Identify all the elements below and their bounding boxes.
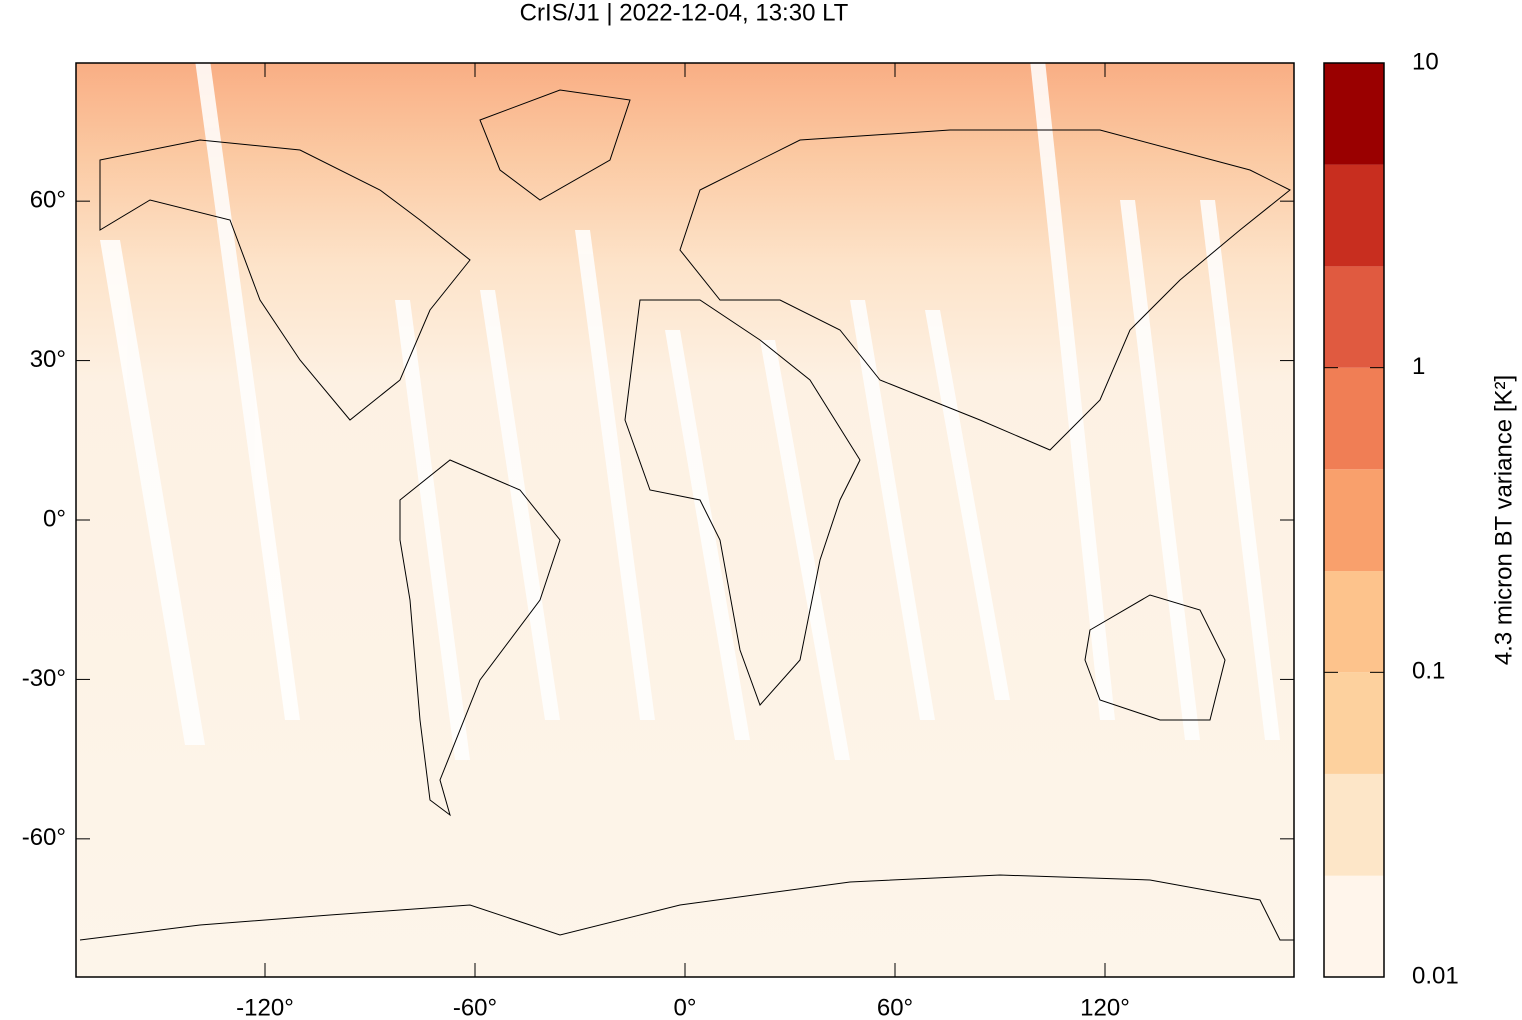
map-field xyxy=(76,63,1294,977)
y-tick-label: 30° xyxy=(30,346,66,373)
colorbar-segment xyxy=(1324,164,1384,267)
colorbar-tick-label: 0.1 xyxy=(1412,658,1445,685)
colorbar-tick-label: 10 xyxy=(1412,48,1439,75)
y-tick-label: 60° xyxy=(30,187,66,214)
y-tick-label: 0° xyxy=(43,505,66,532)
colorbar-segment xyxy=(1324,469,1384,572)
x-tick-label: 0° xyxy=(674,994,697,1020)
x-tick-label: 120° xyxy=(1080,994,1130,1020)
colorbar-frame xyxy=(1323,62,1385,978)
y-tick-label: -30° xyxy=(22,665,66,692)
colorbar-segment xyxy=(1324,875,1384,977)
colorbar-tick-label: 1 xyxy=(1412,353,1425,380)
colorbar-segment xyxy=(1324,773,1384,876)
colorbar-segment xyxy=(1324,571,1384,673)
colorbar-label: 4.3 micron BT variance [K²] xyxy=(1490,375,1517,665)
colorbar-segment xyxy=(1324,63,1384,165)
x-tick-label: -120° xyxy=(236,994,294,1020)
y-tick-label: -60° xyxy=(22,824,66,851)
chart-title: CrIS/J1 | 2022-12-04, 13:30 LT xyxy=(520,0,849,26)
colorbar-tick-label: 0.01 xyxy=(1412,962,1459,989)
x-tick-label: 60° xyxy=(877,994,913,1020)
colorbar-segment xyxy=(1324,367,1384,470)
colorbar-segment xyxy=(1324,672,1384,774)
x-tick-label: -60° xyxy=(453,994,497,1020)
colorbar-segment xyxy=(1324,266,1384,368)
